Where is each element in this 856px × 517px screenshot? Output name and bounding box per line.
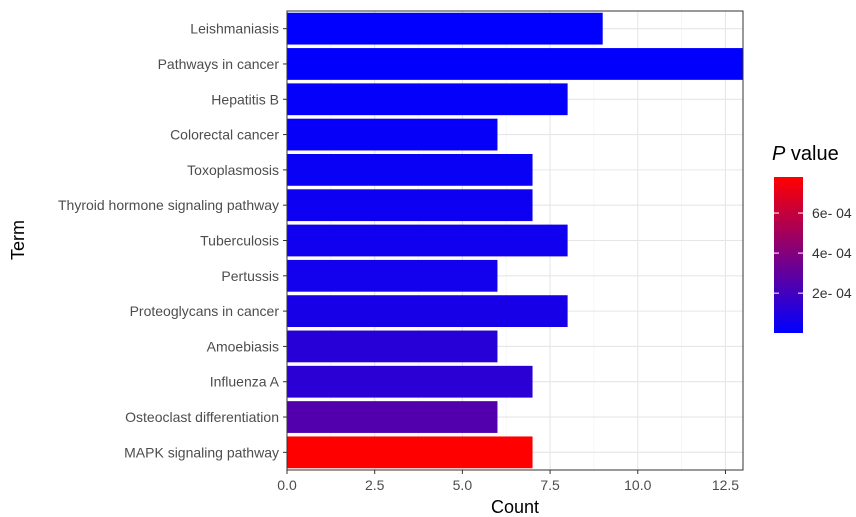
legend-ticks: 2e- 04 4e- 04 6e- 04 xyxy=(774,205,852,301)
bar xyxy=(287,365,533,398)
bar xyxy=(287,401,498,433)
category-label: Leishmaniasis xyxy=(190,21,279,37)
bar xyxy=(287,12,603,45)
legend-title-italic: P xyxy=(772,143,786,165)
category-label: Proteoglycans in cancer xyxy=(130,303,280,319)
legend-tick-label: 6e- 04 xyxy=(812,205,852,221)
x-tick-label: 2.5 xyxy=(365,477,385,493)
category-labels: Leishmaniasis Pathways in cancer Hepatitis… xyxy=(58,21,287,460)
category-label: Hepatitis B xyxy=(211,91,279,107)
category-label: Pertussis xyxy=(221,268,279,284)
category-label: Tuberculosis xyxy=(200,233,279,249)
bar xyxy=(287,436,533,469)
x-axis-title: Count xyxy=(491,497,539,517)
bar xyxy=(287,153,533,186)
category-label: Amoebiasis xyxy=(207,338,279,354)
x-tick-label: 10.0 xyxy=(624,477,651,493)
bar xyxy=(287,224,568,257)
bar xyxy=(287,330,498,363)
category-label: Influenza A xyxy=(210,374,280,390)
legend: P value 2e- 04 4e- 04 6e- 04 xyxy=(772,143,852,333)
category-label: Colorectal cancer xyxy=(170,127,279,143)
category-label: Osteoclast differentiation xyxy=(125,409,279,425)
y-axis-title: Term xyxy=(8,220,28,260)
category-label: Pathways in cancer xyxy=(158,56,280,72)
bar xyxy=(287,118,498,151)
bar xyxy=(287,259,498,292)
bars xyxy=(287,12,743,469)
x-tick-label: 7.5 xyxy=(540,477,560,493)
bar xyxy=(287,83,568,116)
x-tick-label: 5.0 xyxy=(453,477,473,493)
x-tick-label: 0.0 xyxy=(277,477,297,493)
legend-title: P value xyxy=(772,143,839,165)
legend-title-rest: value xyxy=(785,143,838,165)
category-label: Toxoplasmosis xyxy=(187,162,279,178)
bar xyxy=(287,189,533,222)
legend-tick-label: 2e- 04 xyxy=(812,285,852,301)
legend-colorbar xyxy=(774,177,803,333)
category-label: MAPK signaling pathway xyxy=(124,444,279,460)
x-axis-ticks: 0.0 2.5 5.0 7.5 10.0 12.5 xyxy=(277,470,739,493)
category-label: Thyroid hormone signaling pathway xyxy=(58,197,279,213)
bar xyxy=(287,295,568,328)
x-tick-label: 12.5 xyxy=(712,477,739,493)
bar xyxy=(287,48,743,80)
legend-tick-label: 4e- 04 xyxy=(812,245,852,261)
